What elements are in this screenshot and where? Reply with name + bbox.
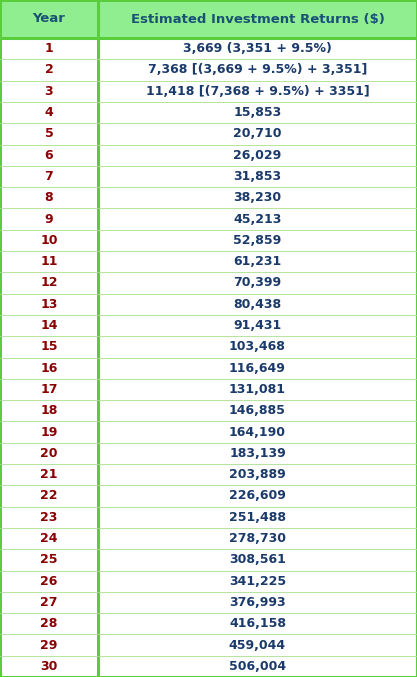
Text: 19: 19 xyxy=(40,426,58,439)
Text: 28: 28 xyxy=(40,617,58,630)
Text: 31,853: 31,853 xyxy=(234,170,281,183)
Text: 11,418 [(7,368 + 9.5%) + 3351]: 11,418 [(7,368 + 9.5%) + 3351] xyxy=(146,85,369,97)
Text: 70,399: 70,399 xyxy=(234,276,281,290)
Text: 131,081: 131,081 xyxy=(229,383,286,396)
Text: 45,213: 45,213 xyxy=(233,213,282,225)
Text: 30: 30 xyxy=(40,660,58,673)
Text: 20: 20 xyxy=(40,447,58,460)
Text: 11: 11 xyxy=(40,255,58,268)
Text: 16: 16 xyxy=(40,362,58,374)
Text: 38,230: 38,230 xyxy=(234,191,281,204)
Text: 308,561: 308,561 xyxy=(229,553,286,567)
Bar xyxy=(0,0,417,38)
Text: 12: 12 xyxy=(40,276,58,290)
Text: 17: 17 xyxy=(40,383,58,396)
Text: 226,609: 226,609 xyxy=(229,489,286,502)
Text: 7: 7 xyxy=(45,170,53,183)
Text: 506,004: 506,004 xyxy=(229,660,286,673)
Text: 6: 6 xyxy=(45,149,53,162)
Text: 416,158: 416,158 xyxy=(229,617,286,630)
Text: 9: 9 xyxy=(45,213,53,225)
Text: 5: 5 xyxy=(45,127,53,140)
Text: 23: 23 xyxy=(40,510,58,524)
Text: 22: 22 xyxy=(40,489,58,502)
Text: 26,029: 26,029 xyxy=(234,149,281,162)
Text: 116,649: 116,649 xyxy=(229,362,286,374)
Text: 376,993: 376,993 xyxy=(229,596,286,609)
Text: 251,488: 251,488 xyxy=(229,510,286,524)
Text: 26: 26 xyxy=(40,575,58,588)
Text: 52,859: 52,859 xyxy=(234,234,281,247)
Text: 13: 13 xyxy=(40,298,58,311)
Text: 278,730: 278,730 xyxy=(229,532,286,545)
Text: 203,889: 203,889 xyxy=(229,468,286,481)
Text: 459,044: 459,044 xyxy=(229,638,286,651)
Text: 8: 8 xyxy=(45,191,53,204)
Text: Estimated Investment Returns ($): Estimated Investment Returns ($) xyxy=(131,12,384,26)
Text: 24: 24 xyxy=(40,532,58,545)
Text: 164,190: 164,190 xyxy=(229,426,286,439)
Text: 183,139: 183,139 xyxy=(229,447,286,460)
Text: Year: Year xyxy=(33,12,65,26)
Text: 80,438: 80,438 xyxy=(234,298,281,311)
Text: 10: 10 xyxy=(40,234,58,247)
Text: 2: 2 xyxy=(45,64,53,77)
Text: 1: 1 xyxy=(45,42,53,55)
Text: 146,885: 146,885 xyxy=(229,404,286,417)
Text: 7,368 [(3,669 + 9.5%) + 3,351]: 7,368 [(3,669 + 9.5%) + 3,351] xyxy=(148,64,367,77)
Text: 3,669 (3,351 + 9.5%): 3,669 (3,351 + 9.5%) xyxy=(183,42,332,55)
Text: 14: 14 xyxy=(40,319,58,332)
Text: 4: 4 xyxy=(45,106,53,119)
Text: 25: 25 xyxy=(40,553,58,567)
Text: 21: 21 xyxy=(40,468,58,481)
Text: 3: 3 xyxy=(45,85,53,97)
Text: 29: 29 xyxy=(40,638,58,651)
Text: 15: 15 xyxy=(40,341,58,353)
Text: 20,710: 20,710 xyxy=(233,127,282,140)
Text: 27: 27 xyxy=(40,596,58,609)
Text: 18: 18 xyxy=(40,404,58,417)
Text: 61,231: 61,231 xyxy=(234,255,281,268)
Text: 103,468: 103,468 xyxy=(229,341,286,353)
Text: 15,853: 15,853 xyxy=(234,106,281,119)
Text: 341,225: 341,225 xyxy=(229,575,286,588)
Text: 91,431: 91,431 xyxy=(234,319,281,332)
